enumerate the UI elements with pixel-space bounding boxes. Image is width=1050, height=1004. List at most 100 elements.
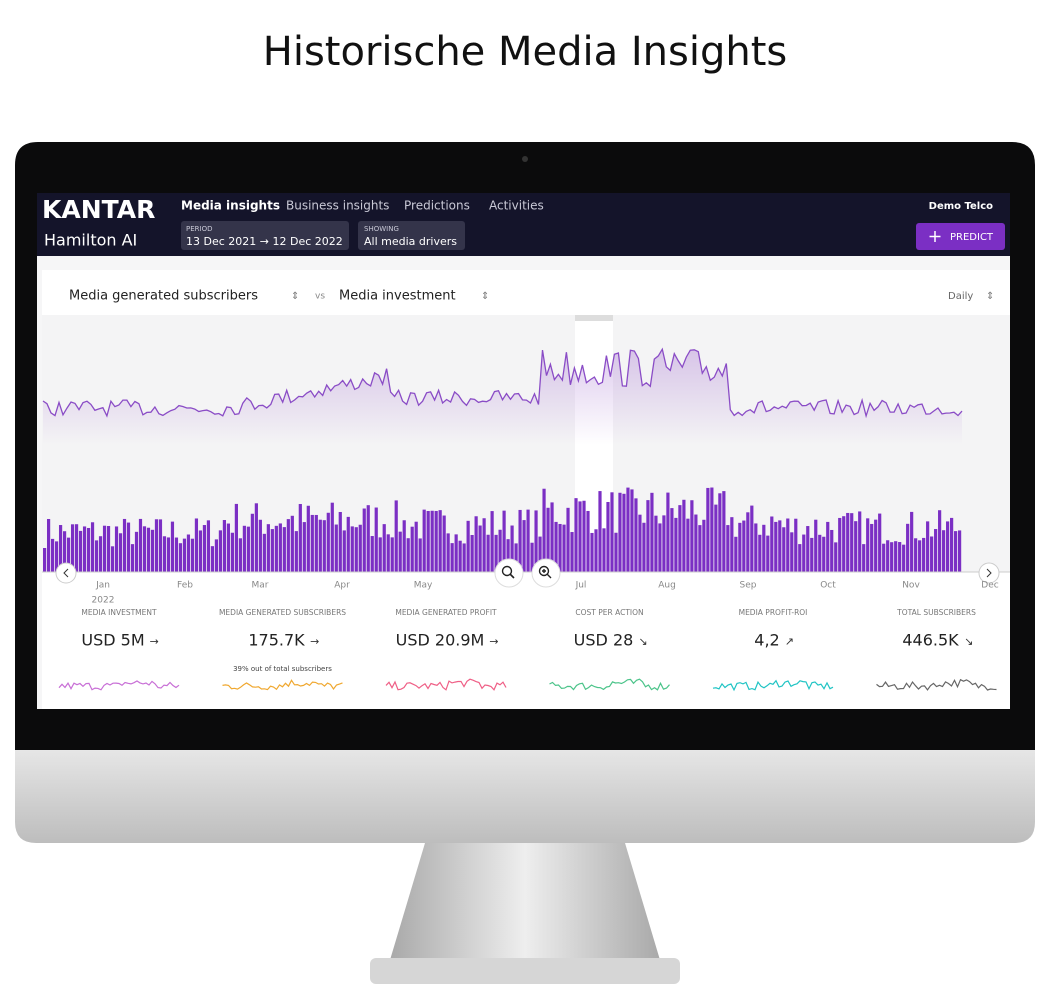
nav-tab[interactable]: Activities — [489, 199, 544, 213]
decor-bar — [510, 525, 514, 572]
decor-bar — [562, 524, 566, 572]
decor-bar — [450, 543, 454, 572]
decor-bar — [958, 530, 962, 572]
decor-bar — [178, 543, 183, 572]
zoom-out[interactable] — [494, 558, 524, 588]
decor-bar — [742, 520, 746, 572]
decor-bar — [378, 537, 382, 572]
decor-bar — [682, 499, 686, 572]
select-caret: ⇕ — [986, 291, 994, 302]
decor-bar — [714, 504, 718, 572]
decor-bar — [666, 492, 670, 572]
decor-bar — [158, 519, 163, 572]
sparkline — [385, 678, 507, 691]
decor-bar — [126, 522, 131, 572]
decor-bar — [570, 532, 574, 572]
decor-bar — [43, 547, 47, 572]
decor-bar — [410, 526, 414, 572]
nav-tab[interactable]: Media insights — [181, 199, 280, 213]
decor-bar — [190, 538, 195, 572]
decor-bar — [258, 519, 262, 572]
decor-bar — [458, 540, 462, 572]
decor-bar — [546, 507, 550, 572]
decor-bar — [878, 513, 882, 572]
decor-bar — [94, 540, 99, 572]
zoom-in[interactable] — [531, 558, 561, 588]
sparkline — [712, 679, 834, 692]
decor-bar — [710, 487, 714, 572]
month-label: Sep — [740, 581, 757, 591]
month-label: Apr — [334, 581, 350, 591]
metric-select[interactable]: Media generated subscribers — [69, 289, 258, 304]
decor-bar — [774, 521, 778, 572]
decor-bar — [234, 503, 238, 572]
scroll-left[interactable] — [55, 562, 77, 584]
scroll-right[interactable] — [978, 562, 1000, 584]
nav-tab[interactable]: Predictions — [404, 199, 470, 213]
decor-bar — [318, 519, 322, 572]
decor-bar — [214, 539, 219, 572]
zoom-icon — [509, 573, 515, 579]
monitor-chin — [15, 750, 1035, 843]
decor-bar — [694, 514, 698, 572]
decor-bar — [630, 489, 634, 572]
decor-bar — [446, 533, 450, 572]
sparkline — [876, 678, 997, 691]
decor-bar — [110, 546, 115, 572]
decor-bar — [454, 534, 458, 572]
decor-bar — [814, 519, 818, 572]
decor-bar — [430, 510, 434, 572]
decor-bar — [678, 505, 682, 572]
decor-bar — [406, 538, 410, 572]
decor-bar — [738, 522, 742, 572]
decor-bar — [594, 529, 598, 572]
decor-bar — [846, 512, 850, 572]
decor-bar — [626, 487, 630, 572]
month-label: Nov — [902, 581, 920, 591]
chevron — [986, 568, 992, 578]
decor-bar — [910, 511, 914, 572]
decor-bar — [558, 523, 562, 572]
monitor-base — [370, 958, 680, 984]
nav-tab[interactable]: Business insights — [286, 199, 389, 213]
decor-bar — [574, 498, 578, 572]
decor-bar — [650, 492, 654, 572]
showing-pill[interactable] — [358, 221, 465, 250]
decor-bar — [398, 531, 402, 572]
decor-bar — [658, 523, 662, 572]
month-label: Oct — [820, 581, 836, 591]
decor-bar — [62, 531, 67, 572]
decor-bar — [686, 518, 690, 572]
decor-bar — [778, 520, 782, 572]
predict-button[interactable] — [916, 223, 1005, 250]
decor-bar — [162, 536, 167, 572]
granularity-select[interactable]: Daily — [948, 291, 973, 302]
decor-bar — [270, 529, 274, 572]
decor-bar — [914, 538, 918, 572]
month-label: Dec — [981, 581, 998, 591]
kpi-label: MEDIA INVESTMENT — [81, 608, 157, 617]
zoom-icon — [542, 569, 552, 579]
decor-bar — [702, 519, 706, 572]
decor-bar — [354, 527, 358, 572]
showing-value: All media drivers — [364, 235, 457, 248]
account[interactable]: Demo Telco — [929, 201, 993, 212]
decor-bar — [718, 493, 722, 572]
kpi-value: USD 5M — [81, 631, 144, 650]
decor-bar — [870, 523, 874, 572]
decor-bar — [366, 505, 370, 572]
decor-bar — [634, 498, 638, 572]
decor-bar — [254, 503, 258, 572]
decor-bar — [102, 525, 107, 572]
decor-bar — [438, 510, 442, 572]
decor-bar — [226, 523, 230, 572]
decor-bar — [802, 534, 806, 572]
decor-bar — [362, 508, 366, 572]
kpi-label: TOTAL SUBSCRIBERS — [896, 608, 976, 617]
highlight-handle — [575, 315, 613, 321]
metric-select[interactable]: Media investment — [339, 289, 456, 304]
period-pill[interactable] — [181, 221, 349, 250]
decor-bar — [674, 517, 678, 572]
decor-bar — [262, 533, 266, 572]
